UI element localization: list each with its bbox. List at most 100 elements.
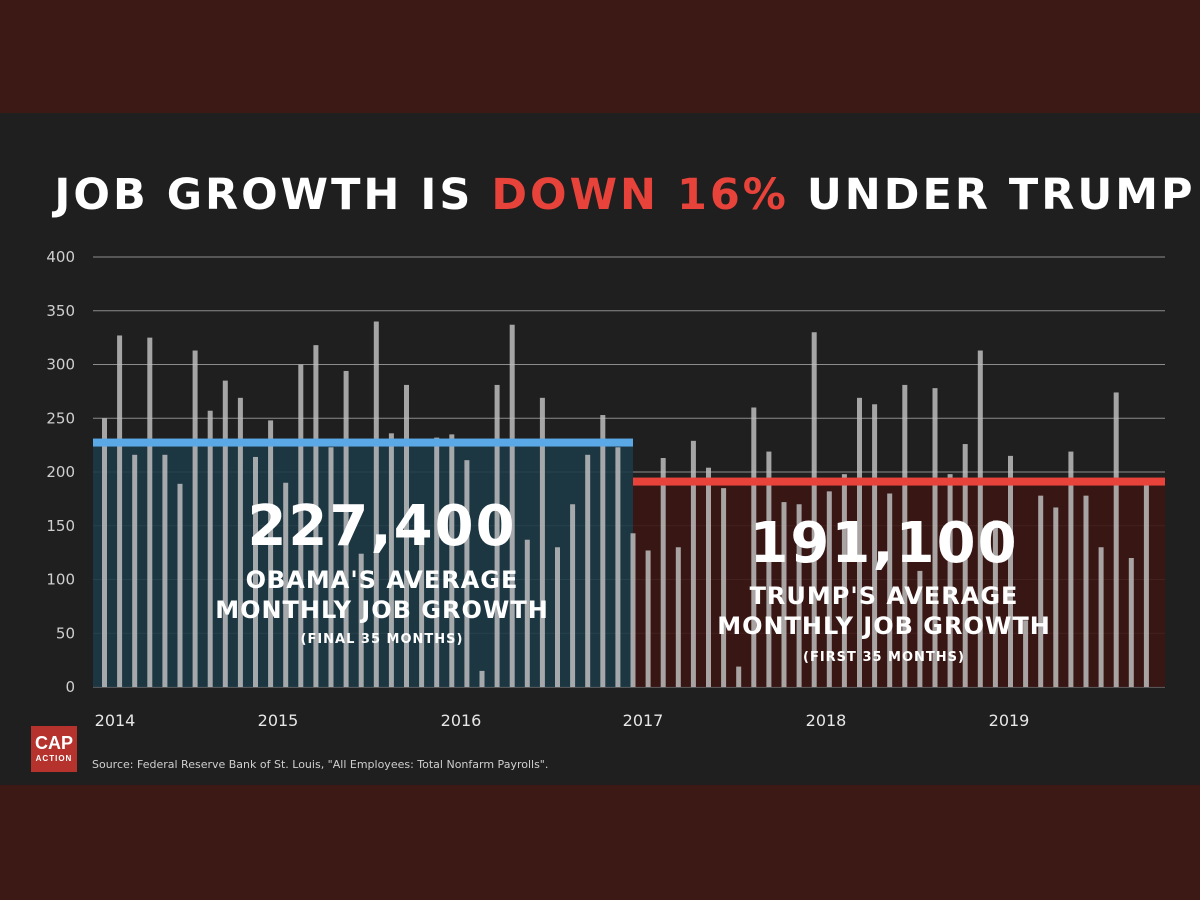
bar-38 xyxy=(660,458,666,687)
y-tick-label-100: 100 xyxy=(46,571,75,589)
bar-30 xyxy=(539,397,545,687)
bar-53 xyxy=(887,493,893,687)
bar-9 xyxy=(222,380,228,687)
bar-28 xyxy=(509,324,515,687)
bar-36 xyxy=(630,533,636,687)
obama-label-note: (FINAL 35 MONTHS) xyxy=(301,632,464,647)
bar-17 xyxy=(343,370,349,687)
title-part-1: JOB GROWTH IS xyxy=(54,170,492,220)
x-tick-label-2019: 2019 xyxy=(989,711,1030,730)
bars xyxy=(102,321,1149,687)
bar-5 xyxy=(162,454,168,687)
average-lines xyxy=(93,438,1165,486)
bar-69 xyxy=(1128,558,1134,687)
bar-57 xyxy=(947,474,953,687)
y-tick-label-0: 0 xyxy=(65,678,75,696)
bar-14 xyxy=(298,364,304,687)
y-axis-ticks: 0 50 100 150 200 250 300 350 400 xyxy=(46,248,75,696)
bar-2 xyxy=(117,335,123,687)
bar-19 xyxy=(373,321,379,687)
x-axis-ticks: 2014 2015 2016 2017 2018 2019 xyxy=(95,711,1030,730)
bar-39 xyxy=(675,547,681,687)
y-tick-label-250: 250 xyxy=(46,409,75,427)
bar-16 xyxy=(328,447,334,687)
bar-26 xyxy=(479,670,485,687)
bar-41 xyxy=(706,467,711,687)
bar-54 xyxy=(902,384,908,687)
bar-46 xyxy=(781,502,787,687)
bar-61 xyxy=(1008,455,1013,687)
trump-label-note: (FIRST 35 MONTHS) xyxy=(803,650,965,665)
bar-64 xyxy=(1053,507,1059,687)
bar-1 xyxy=(102,418,107,687)
bar-25 xyxy=(464,460,470,687)
logo-line-2: ACTION xyxy=(35,754,73,763)
bar-50 xyxy=(841,474,847,687)
bar-52 xyxy=(872,404,878,687)
bar-43 xyxy=(736,666,742,687)
trump-average-line xyxy=(633,477,1165,486)
logo-line-1: CAP xyxy=(34,733,73,753)
title-part-2: UNDER TRUMP xyxy=(788,170,1196,220)
trump-annotation: 191,100 TRUMP'S AVERAGE MONTHLY JOB GROW… xyxy=(717,511,1051,665)
x-tick-label-2016: 2016 xyxy=(441,711,482,730)
bar-59 xyxy=(977,350,983,687)
bar-40 xyxy=(690,440,696,687)
bar-33 xyxy=(585,454,591,687)
bar-10 xyxy=(237,397,243,687)
bar-48 xyxy=(811,332,817,687)
bar-20 xyxy=(388,433,394,687)
bar-21 xyxy=(404,384,409,687)
bar-3 xyxy=(132,454,138,687)
bar-60 xyxy=(992,520,998,687)
bar-51 xyxy=(857,397,862,687)
bar-56 xyxy=(932,388,938,687)
source-note: Source: Federal Reserve Bank of St. Loui… xyxy=(92,758,549,771)
bar-23 xyxy=(434,437,440,687)
y-tick-label-350: 350 xyxy=(46,302,75,320)
bar-29 xyxy=(524,539,530,687)
trump-label-line-1: TRUMP'S AVERAGE xyxy=(750,582,1019,610)
x-tick-label-2014: 2014 xyxy=(95,711,136,730)
bar-18 xyxy=(358,553,364,687)
bar-34 xyxy=(600,415,606,687)
cap-action-logo: CAP ACTION xyxy=(31,726,77,772)
bar-35 xyxy=(615,447,621,687)
bar-49 xyxy=(826,491,832,687)
bar-63 xyxy=(1038,495,1044,687)
chart-title: JOB GROWTH IS DOWN 16% UNDER TRUMP xyxy=(0,170,1200,220)
title-highlight: DOWN 16% xyxy=(491,170,789,220)
trump-average-value: 191,100 xyxy=(749,511,1018,576)
bar-65 xyxy=(1068,451,1074,687)
bar-13 xyxy=(283,482,289,687)
trump-label-line-2: MONTHLY JOB GROWTH xyxy=(717,612,1051,640)
obama-average-line xyxy=(93,438,633,447)
bar-58 xyxy=(962,444,968,687)
y-tick-label-50: 50 xyxy=(56,624,75,642)
bar-32 xyxy=(570,504,576,687)
bar-68 xyxy=(1113,392,1119,687)
bar-27 xyxy=(494,384,500,687)
bar-24 xyxy=(449,434,455,687)
y-tick-label-200: 200 xyxy=(46,463,75,481)
bar-31 xyxy=(555,547,560,687)
bar-66 xyxy=(1083,495,1089,687)
bar-70 xyxy=(1143,483,1149,687)
bar-67 xyxy=(1098,547,1104,687)
bar-12 xyxy=(268,420,274,687)
obama-average-value: 227,400 xyxy=(247,494,516,559)
bar-62 xyxy=(1023,620,1029,687)
bar-22 xyxy=(419,520,425,687)
bar-55 xyxy=(917,570,923,687)
x-tick-label-2018: 2018 xyxy=(806,711,847,730)
bar-37 xyxy=(645,550,651,687)
x-tick-label-2015: 2015 xyxy=(258,711,299,730)
bar-4 xyxy=(147,337,153,687)
bar-7 xyxy=(192,350,198,687)
y-tick-label-150: 150 xyxy=(46,517,75,535)
obama-label-line-1: OBAMA'S AVERAGE xyxy=(246,566,519,594)
y-tick-label-400: 400 xyxy=(46,248,75,266)
bar-8 xyxy=(207,410,213,687)
bar-42 xyxy=(721,488,727,687)
